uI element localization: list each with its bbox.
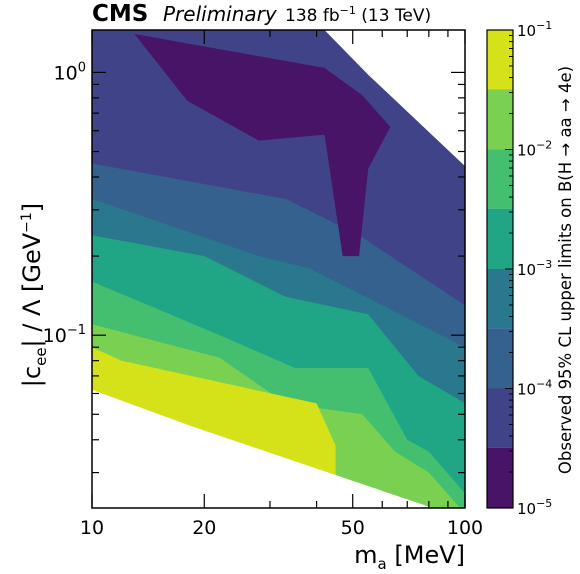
contour-region-8 bbox=[92, 357, 192, 427]
colorbar-band-4 bbox=[487, 208, 513, 269]
x-tick-label-10: 10 bbox=[80, 517, 104, 539]
z-tick-label-3: 10−4 bbox=[517, 378, 552, 399]
z-tick-label-1: 10−2 bbox=[517, 139, 552, 160]
x-tick-label-20: 20 bbox=[192, 517, 216, 539]
status-label: Preliminary bbox=[163, 2, 278, 26]
z-tick-label-0: 10−1 bbox=[517, 19, 552, 40]
plot-frame bbox=[91, 29, 466, 509]
colorbar-band-2 bbox=[487, 328, 513, 389]
colorbar bbox=[487, 30, 513, 508]
lumi-energy: (13 TeV) bbox=[356, 6, 431, 26]
colorbar-band-7 bbox=[487, 30, 513, 90]
colorbar-band-3 bbox=[487, 269, 513, 329]
colorbar-band-0 bbox=[487, 447, 513, 508]
x-axis: 10 20 50 100 bbox=[80, 30, 483, 539]
excluded-region bbox=[92, 389, 465, 508]
y-tick-label-0.1: 10−1 bbox=[43, 323, 86, 347]
colorbar-label: Observed 95% CL upper limits on B(H → aa… bbox=[556, 66, 575, 474]
colorbar-band-5 bbox=[487, 149, 513, 209]
lumi-label: 138 fb−1 (13 TeV) bbox=[285, 4, 431, 26]
colorbar-band-6 bbox=[487, 89, 513, 150]
y-axis-label: |cee| / Λ [GeV−1] bbox=[18, 203, 50, 387]
z-tick-label-2: 10−3 bbox=[517, 258, 552, 279]
contour-region-7 bbox=[134, 34, 391, 257]
y-axis: 10−1 100 bbox=[43, 60, 465, 474]
colorbar-axis: 10−1 10−2 10−3 10−4 10−5 bbox=[505, 19, 552, 518]
x-tick-label-50: 50 bbox=[341, 517, 365, 539]
y-tick-label-1: 100 bbox=[54, 60, 86, 84]
colorbar-band-1 bbox=[487, 388, 513, 448]
lumi-exponent: −1 bbox=[340, 4, 356, 17]
contour-regions bbox=[92, 30, 465, 508]
x-axis-label: ma [MeV] bbox=[354, 541, 465, 573]
x-tick-label-100: 100 bbox=[447, 517, 483, 539]
lumi-value: 138 fb bbox=[285, 6, 340, 26]
experiment-label: CMS bbox=[92, 1, 148, 27]
z-tick-label-4: 10−5 bbox=[517, 497, 552, 518]
